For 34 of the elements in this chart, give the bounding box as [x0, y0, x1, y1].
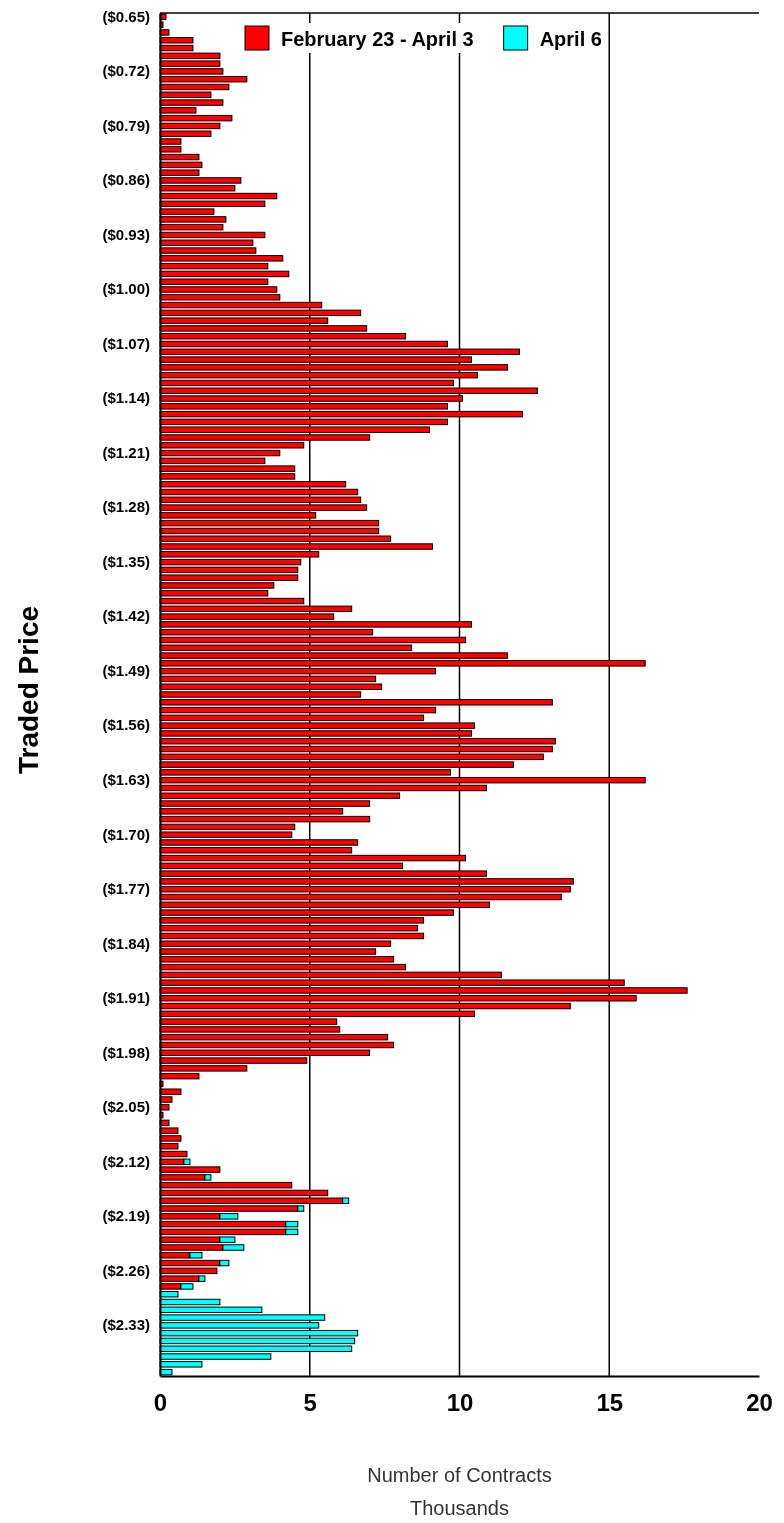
y-tick-label: ($1.56): [102, 716, 150, 734]
x-tick-label: 15: [596, 1389, 624, 1417]
y-tick-label: ($0.72): [102, 62, 150, 80]
y-tick-label: ($1.70): [102, 825, 150, 843]
x-tick-label: 20: [746, 1389, 773, 1417]
y-tick-label: ($0.65): [102, 7, 150, 25]
y-tick-label: ($2.33): [102, 1316, 150, 1334]
x-tick-label: 0: [153, 1389, 168, 1417]
y-tick-label: ($2.19): [102, 1207, 150, 1225]
y-tick-label: ($1.49): [102, 661, 150, 679]
y-tick-label: ($1.42): [102, 607, 150, 625]
y-tick-label: ($0.86): [102, 171, 150, 189]
x-tick-label: 10: [446, 1389, 474, 1417]
x-axis-title: Number of Contracts Thousands: [367, 1464, 552, 1519]
y-tick-label: ($1.00): [102, 280, 150, 298]
y-tick-label: ($1.63): [102, 770, 150, 788]
y-tick-label: ($2.05): [102, 1098, 150, 1116]
y-tick-label: ($1.28): [102, 498, 150, 516]
y-axis-title: Traded Price: [13, 605, 44, 775]
x-tick-label: 5: [303, 1389, 317, 1417]
y-tick-label: ($1.14): [102, 389, 150, 407]
legend-label: February 23 - April 3: [281, 28, 474, 50]
y-tick-label: ($1.91): [102, 989, 150, 1007]
y-tick-label: ($0.79): [102, 116, 150, 134]
y-tick-label: ($2.26): [102, 1261, 150, 1279]
y-tick-label: ($1.35): [102, 552, 150, 570]
y-tick-label: ($1.98): [102, 1043, 150, 1061]
y-tick-label: ($1.21): [102, 443, 150, 461]
y-tick-label: ($1.84): [102, 934, 150, 952]
y-tick-label: ($0.93): [102, 225, 150, 243]
y-tick-label: ($1.77): [102, 880, 150, 898]
y-tick-label: ($2.12): [102, 1152, 150, 1170]
legend-label: April 6: [539, 28, 602, 50]
y-tick-label: ($1.07): [102, 334, 150, 352]
